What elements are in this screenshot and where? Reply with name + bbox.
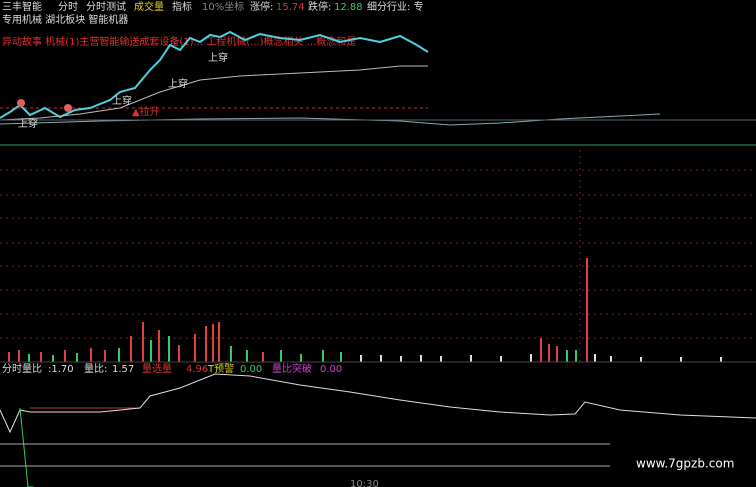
- limit-up: 15.74: [276, 2, 305, 13]
- annotation: ▲拉升: [132, 105, 160, 118]
- indicator-label: 量选量: [142, 362, 172, 375]
- tab[interactable]: 分时: [58, 1, 78, 13]
- marker: [64, 104, 72, 112]
- indicator-value: :1.70: [48, 364, 74, 375]
- indicator-line: [0, 373, 756, 434]
- indicator-value: 4.96: [186, 364, 208, 375]
- tab[interactable]: 成交量: [134, 0, 164, 13]
- stock-name: 三丰智能: [2, 0, 42, 13]
- indicator-label: T预警: [207, 362, 234, 375]
- limit-down-label: 跌停:: [308, 0, 331, 13]
- indicator-label: 分时量比: [2, 363, 42, 375]
- tab[interactable]: 指标: [172, 0, 192, 13]
- limit-down: 12.88: [334, 2, 363, 13]
- volume-bars: [8, 258, 722, 362]
- indicator-line: [19, 407, 34, 487]
- indicator-value: 0.00: [240, 364, 262, 375]
- annotation: 上穿: [208, 51, 228, 64]
- story: 异动故事 机械(1)主营智能输送成套设备(1)... 工程机械(...)概念相关…: [2, 35, 356, 48]
- industry: 细分行业: 专: [367, 0, 424, 13]
- indicator-label: 量比突破: [272, 362, 312, 375]
- avg-line: [0, 65, 428, 121]
- tab[interactable]: 10%坐标: [202, 1, 244, 13]
- indicator-value: 0.00: [320, 364, 342, 375]
- annotation: 上穿: [18, 117, 38, 130]
- annotation: 上穿: [112, 94, 132, 107]
- time-label: 10:30: [350, 479, 379, 487]
- annotation: 上穿: [168, 77, 188, 90]
- limit-up-label: 涨停:: [250, 0, 273, 13]
- marker: [17, 99, 25, 107]
- indicator-label: 量比:: [84, 363, 107, 375]
- tab[interactable]: 分时测试: [86, 0, 126, 13]
- watermark: www.7gpzb.com: [636, 457, 734, 471]
- indicator-value: 1.57: [112, 364, 134, 375]
- tags: 专用机械 湖北板块 智能机器: [2, 13, 128, 26]
- grid: [0, 150, 756, 362]
